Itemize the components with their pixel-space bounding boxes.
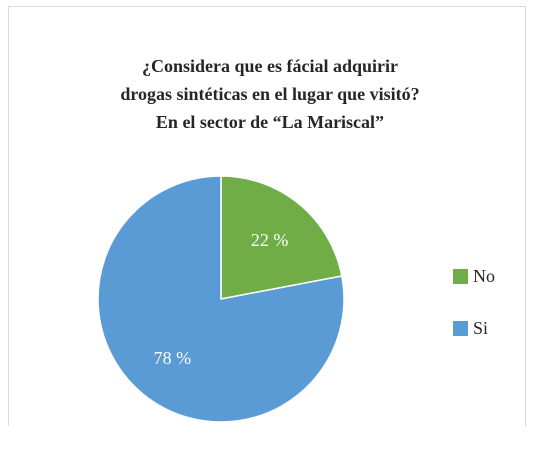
chart-title-line-2: drogas sintéticas en el lugar que visitó… (120, 84, 420, 104)
legend-item-no: No (453, 266, 495, 286)
legend-swatch-si (453, 320, 468, 336)
chart-frame (8, 6, 526, 426)
chart-title-line-3: En el sector de “La Mariscal” (155, 112, 385, 132)
legend-item-si: Si (453, 318, 488, 338)
pie-slice-si (97, 175, 345, 423)
legend-label-si: Si (473, 317, 489, 338)
data-label-no: 22 % (251, 230, 289, 250)
legend-swatch-no (453, 268, 468, 284)
pie-slice-no (220, 175, 343, 300)
chart-title-line-1: ¿Considera que es fácial adquirir (141, 56, 398, 76)
data-label-si: 78 % (154, 348, 192, 368)
legend-label-no: No (473, 265, 495, 286)
